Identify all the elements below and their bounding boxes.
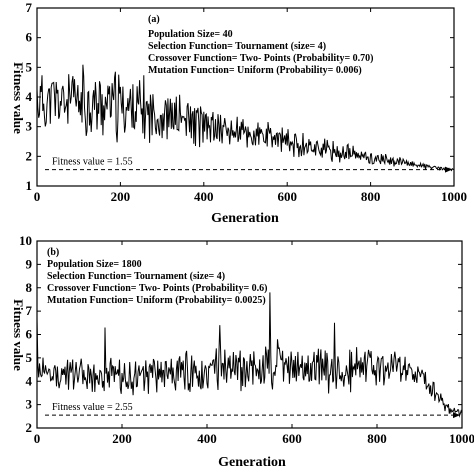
panel-b-x-tick-label: 0 bbox=[34, 431, 41, 446]
panel-a-y-tick-label: 6 bbox=[26, 30, 33, 45]
panel-b-y-tick-label: 5 bbox=[26, 350, 33, 365]
panel-b-x-tick-label: 1000 bbox=[449, 431, 474, 446]
panel-a-y-tick-label: 1 bbox=[26, 178, 33, 193]
panel-b-annotation-4: Mutation Function= Uniform (Probability=… bbox=[47, 295, 266, 306]
panel-b-reference-label: Fitness value = 2.55 bbox=[52, 402, 133, 413]
panel-b-y-tick-label: 3 bbox=[26, 397, 33, 412]
panel-b-panel-label: (b) bbox=[47, 247, 59, 258]
panel-a-panel-label: (a) bbox=[148, 14, 160, 25]
panel-b-ylabel: Fitness value bbox=[11, 299, 26, 371]
panel-b-xlabel: Generation bbox=[218, 455, 286, 470]
panel-a-x-ticks: 0 200 400 600 800 1000 bbox=[34, 8, 467, 204]
panel-b-x-ticks: 0 200 400 600 800 1000 bbox=[34, 241, 474, 446]
panel-a-annotation-4: Mutation Function= Uniform (Probability=… bbox=[148, 65, 362, 76]
panel-b-reference-arrowhead bbox=[453, 412, 460, 419]
panel-b-x-tick-label: 800 bbox=[367, 431, 387, 446]
panel-a-x-tick-label: 600 bbox=[277, 189, 297, 204]
panel-a-reference-arrowhead bbox=[445, 166, 452, 173]
panel-b-annotation-2: Selection Function= Tournament (size= 4) bbox=[47, 271, 225, 282]
panel-b-annotation-3: Crossover Function= Two- Points (Probabi… bbox=[47, 283, 267, 294]
panel-b-x-tick-label: 400 bbox=[197, 431, 217, 446]
panel-b: 2 3 4 5 6 7 8 9 10 0 200 400 600 800 1000 (b) Populat… bbox=[11, 233, 474, 470]
panel-b-y-tick-label: 9 bbox=[26, 256, 33, 271]
panel-b-y-tick-label: 2 bbox=[26, 420, 33, 435]
panel-a-y-ticks: 1 2 3 4 5 6 7 bbox=[26, 0, 454, 193]
panel-b-annotation-1: Population Size= 1800 bbox=[47, 259, 142, 270]
panel-a-x-tick-label: 800 bbox=[361, 189, 381, 204]
panel-a-reference-label: Fitness value = 1.55 bbox=[52, 157, 133, 168]
panel-a-x-tick-label: 400 bbox=[194, 189, 214, 204]
panel-a-y-tick-label: 4 bbox=[26, 89, 33, 104]
panel-a-x-tick-label: 200 bbox=[111, 189, 131, 204]
panel-a: 1 2 3 4 5 6 7 0 200 400 600 800 1000 (a) Population… bbox=[11, 0, 467, 226]
panel-a-xlabel: Generation bbox=[211, 211, 279, 226]
panel-a-annotation-2: Selection Function= Tournament (size= 4) bbox=[148, 41, 326, 52]
panel-a-y-tick-label: 2 bbox=[26, 148, 33, 163]
panel-a-ylabel: Fitness value bbox=[11, 62, 26, 134]
panel-b-x-tick-label: 600 bbox=[282, 431, 302, 446]
panel-a-x-tick-label: 1000 bbox=[441, 189, 467, 204]
panel-a-y-tick-label: 5 bbox=[26, 59, 33, 74]
panel-b-y-tick-label: 10 bbox=[19, 233, 32, 248]
panel-b-fitness-series bbox=[36, 292, 463, 418]
panel-a-y-tick-label: 3 bbox=[26, 119, 33, 134]
panel-a-annotation-1: Population Size= 40 bbox=[148, 29, 233, 40]
panel-a-annotation-3: Crossover Function= Two- Points (Probabi… bbox=[148, 53, 373, 64]
panel-b-x-tick-label: 200 bbox=[112, 431, 132, 446]
panel-b-y-tick-label: 8 bbox=[26, 280, 33, 295]
panel-b-y-tick-label: 7 bbox=[26, 303, 33, 318]
panel-a-fitness-series bbox=[36, 64, 455, 172]
panel-b-y-tick-label: 6 bbox=[26, 327, 33, 342]
panel-b-y-ticks: 2 3 4 5 6 7 8 9 10 bbox=[19, 233, 462, 435]
panel-a-y-tick-label: 7 bbox=[26, 0, 33, 15]
panel-b-y-tick-label: 4 bbox=[26, 373, 33, 388]
panel-a-x-tick-label: 0 bbox=[34, 189, 41, 204]
